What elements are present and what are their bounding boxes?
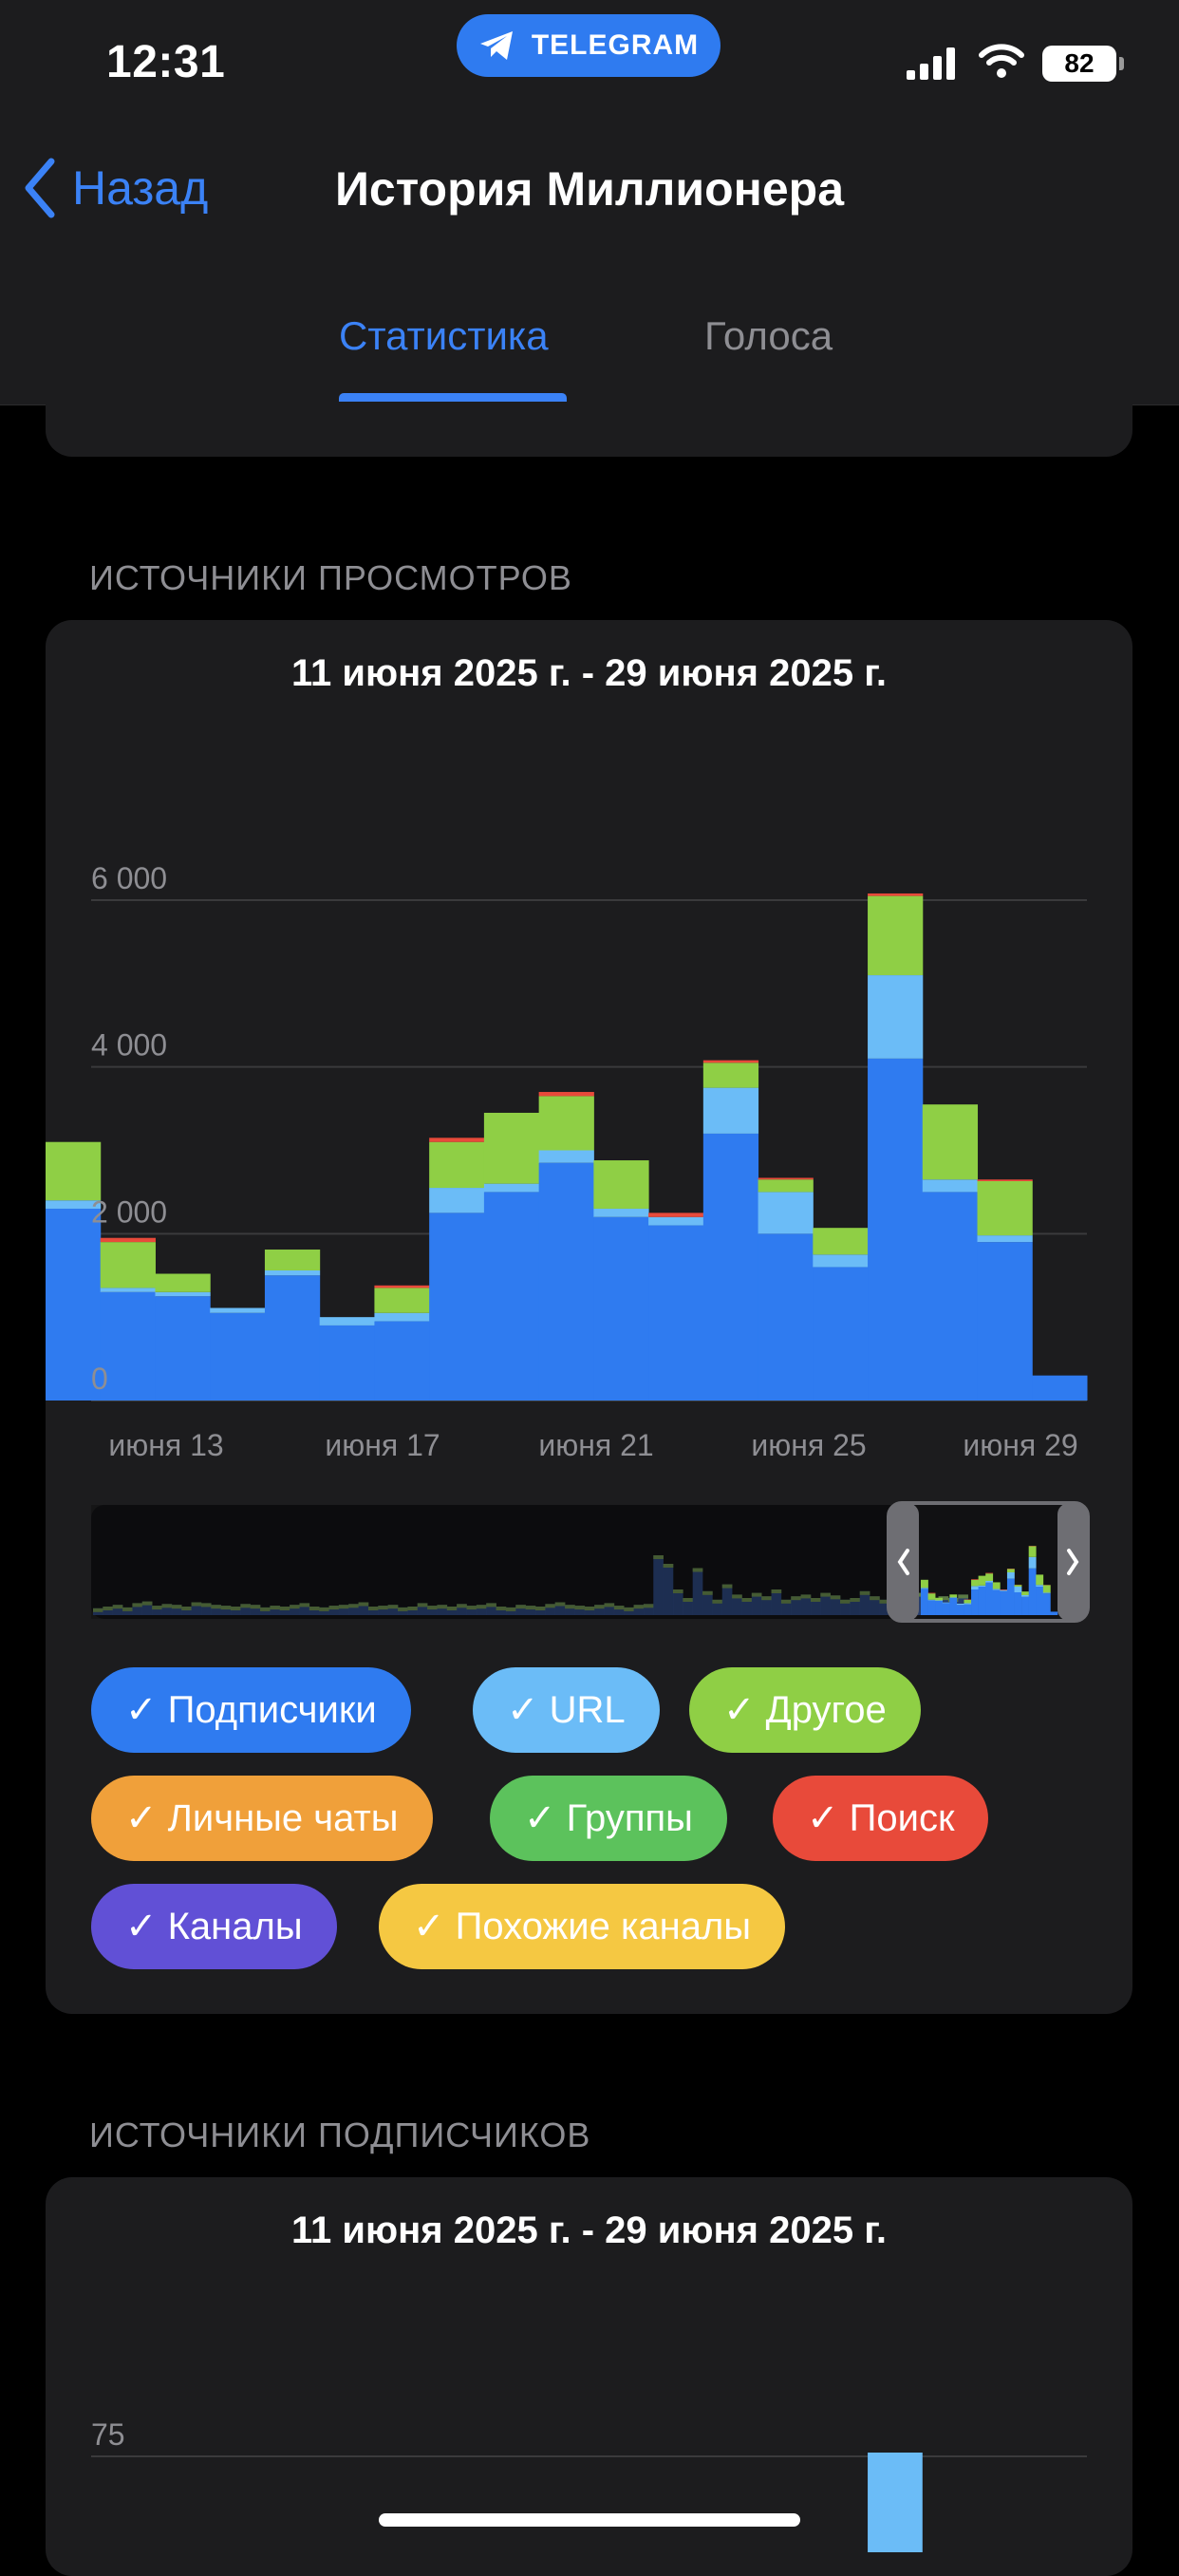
bar: [868, 2453, 923, 2552]
y-tick-label: 75: [91, 2417, 125, 2452]
home-indicator: [379, 2513, 800, 2527]
